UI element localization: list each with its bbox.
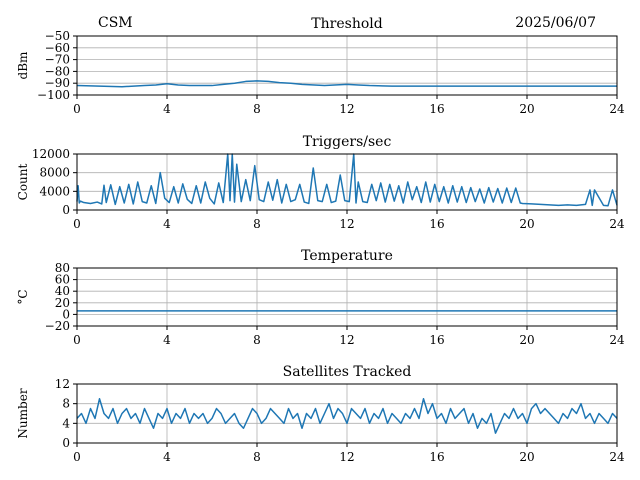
x-tick-label: 4 [163,217,171,231]
panel-1: 0 4 8 12 16 20 24 −100−90−80−70−60−50 Threshold d… [16,16,625,116]
series-line [76,398,618,434]
y-tick-label: −50 [45,29,70,43]
panel-title: Threshold [311,16,382,32]
y-tick-label: 12 [55,377,70,391]
x-tick-label: 24 [609,450,625,464]
x-tick-label: 12 [339,333,354,347]
header-left: CSM [98,15,133,31]
y-tick-label: −70 [45,53,70,67]
panel-title: Triggers/sec [303,134,392,150]
x-tick-label: 0 [73,102,81,116]
x-tick-label: 0 [73,217,81,231]
x-tick-label: 4 [163,102,171,116]
x-tick-label: 4 [163,450,171,464]
x-tick-label: 16 [429,450,444,464]
x-tick-label: 0 [73,450,81,464]
y-tick-label: −100 [37,88,70,102]
x-tick-label: 24 [609,333,625,347]
y-tick-label: 60 [55,273,70,287]
y-tick-label: 40 [55,284,70,298]
x-tick-label: 16 [429,102,444,116]
x-tick-label: 8 [253,217,261,231]
x-tick-label: 0 [73,333,81,347]
y-tick-label: 0 [62,307,70,321]
x-tick-label: 12 [339,217,354,231]
y-tick-label: 0 [62,203,70,217]
y-axis-label: Count [16,163,30,200]
x-tick-label: 12 [339,102,354,116]
panel-title: Satellites Tracked [283,364,412,380]
panel-4: 0 4 8 12 16 20 24 0 4 8 12 Satellites Tracked Number [16,364,625,464]
x-tick-label: 8 [253,102,261,116]
y-tick-label: 20 [55,296,70,310]
x-tick-label: 16 [429,333,444,347]
y-tick-label: 12000 [32,147,70,161]
y-tick-label: 8 [62,397,70,411]
y-tick-label: 80 [55,261,70,275]
y-tick-label: 8000 [39,166,70,180]
y-axis-label: Number [16,388,30,438]
y-tick-label: −20 [45,319,70,333]
panel-2: 0 4 8 12 16 20 24 0 4000 8000 12000 Triggers/sec Cou… [16,134,625,231]
x-tick-label: 20 [519,217,534,231]
y-tick-label: 0 [62,436,70,450]
series-line [76,153,618,207]
x-tick-label: 20 [519,333,534,347]
y-tick-label: −80 [45,64,70,78]
x-tick-label: 16 [429,217,444,231]
x-tick-label: 8 [253,450,261,464]
y-tick-label: 4000 [39,184,70,198]
series-line [76,80,617,88]
y-tick-label: 4 [62,416,70,430]
x-tick-label: 8 [253,333,261,347]
header-right: 2025/06/07 [515,15,596,31]
x-tick-label: 20 [519,102,534,116]
x-tick-label: 24 [609,102,625,116]
y-axis-label: dBm [16,51,30,80]
y-tick-label: −60 [45,41,70,55]
x-tick-label: 4 [163,333,171,347]
y-tick-label: −90 [45,76,70,90]
x-tick-label: 20 [519,450,534,464]
panel-title: Temperature [301,248,393,264]
y-axis-label: °C [16,289,30,304]
x-tick-label: 24 [609,217,625,231]
x-tick-label: 12 [339,450,354,464]
